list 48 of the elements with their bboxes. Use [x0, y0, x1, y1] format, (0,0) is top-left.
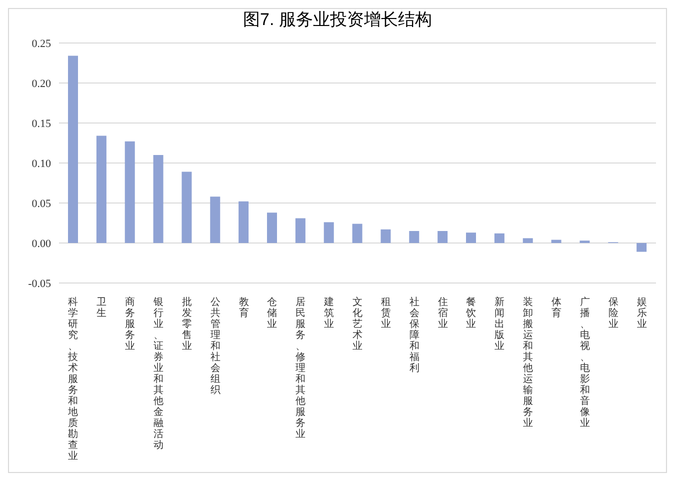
x-tick-label: 保险业 — [608, 297, 618, 330]
bar — [438, 231, 448, 243]
category-label: 公共管理和社会组织 — [210, 297, 220, 396]
bar — [96, 136, 106, 243]
y-tick-label: 0.10 — [32, 158, 52, 170]
x-tick-label: 新闻出版业 — [494, 296, 505, 352]
bar — [124, 141, 135, 243]
category-label: 科学研究、技术服务和地质勘查业 — [68, 297, 78, 462]
x-tick-label: 餐饮业 — [465, 296, 476, 330]
x-tick-label: 教育 — [238, 297, 249, 319]
chart-title: 图7. 服务业投资增长结构 — [242, 9, 433, 31]
bar — [210, 196, 220, 243]
bar — [182, 172, 192, 243]
x-tick-label: 社会保障和福利 — [409, 296, 420, 374]
bar — [466, 232, 476, 243]
bar — [295, 218, 306, 243]
bar — [636, 243, 647, 252]
bar — [409, 231, 420, 243]
y-tick-label: 0.20 — [32, 78, 52, 90]
x-tick-label: 娱乐业 — [636, 297, 647, 330]
bar — [324, 222, 334, 243]
category-label: 银行业、证券业和其他金融活动 — [154, 297, 164, 451]
y-tick-label: -0.05 — [28, 278, 52, 290]
x-tick-label: 文化艺术业 — [352, 296, 362, 352]
x-tick-label: 商务服务业 — [125, 296, 136, 352]
bar — [522, 238, 533, 243]
x-tick-label: 仓储业 — [267, 296, 278, 330]
bar — [153, 155, 164, 243]
category-label: 居民服务、修理和其他服务业 — [296, 297, 306, 440]
x-tick-label: 住宿业 — [438, 297, 448, 330]
y-tick-label: 0.15 — [32, 118, 52, 130]
category-label: 广播、电视、电影和音像业 — [580, 297, 590, 429]
x-tick-label: 体育 — [552, 296, 562, 319]
x-tick-label: 卫生 — [96, 297, 107, 319]
x-tick-label: 批发零售业 — [182, 296, 192, 352]
y-tick-label: 0.00 — [32, 238, 52, 250]
bar — [267, 212, 277, 243]
y-tick-label: 0.05 — [32, 198, 52, 210]
bar — [494, 233, 504, 243]
x-tick-label: 租赁业 — [380, 297, 391, 330]
bar — [380, 229, 391, 243]
bar — [551, 240, 562, 243]
bar — [68, 56, 78, 243]
bar — [352, 224, 362, 243]
y-tick-label: 0.25 — [32, 38, 52, 50]
x-tick-label: 建筑业 — [323, 296, 334, 330]
category-label: 装卸搬运和其他运输服务业 — [523, 297, 534, 429]
bar — [238, 201, 249, 243]
